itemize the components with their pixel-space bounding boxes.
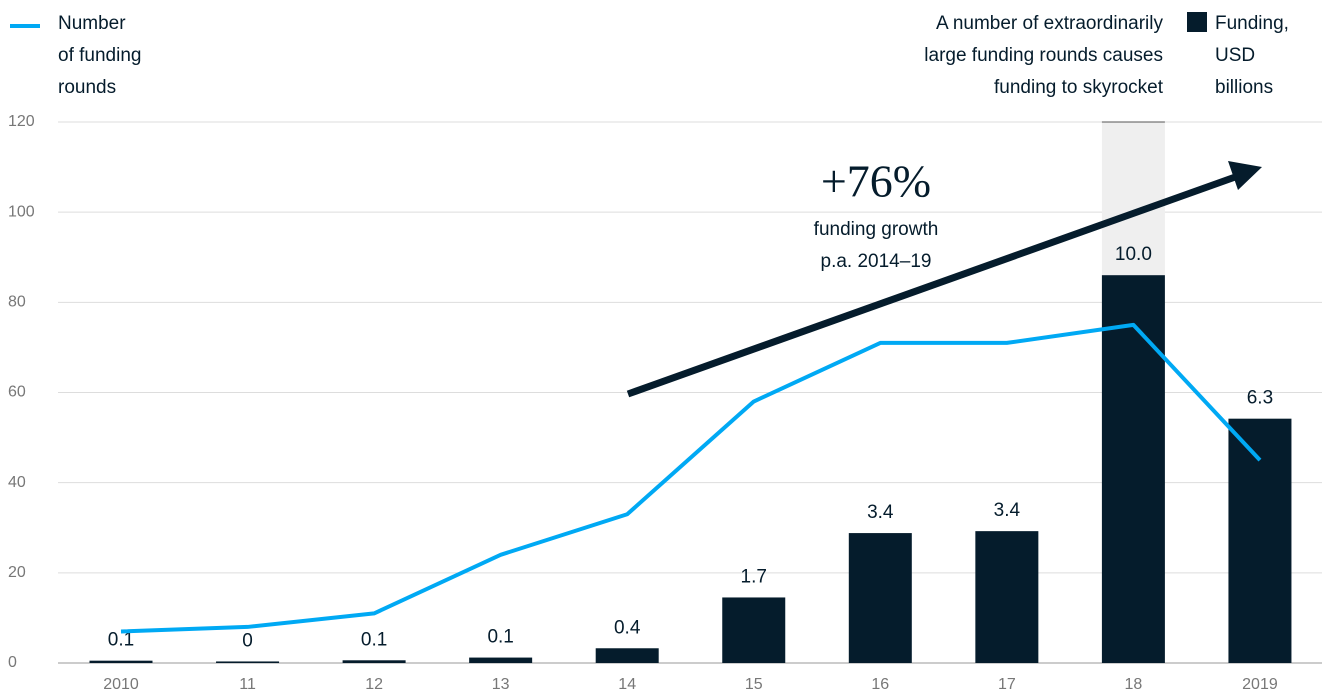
y-tick-label: 100 — [8, 203, 35, 220]
bar — [595, 648, 659, 663]
bar — [342, 660, 406, 663]
y-tick-label: 80 — [8, 294, 26, 311]
value-label: 6.3 — [1247, 388, 1273, 409]
value-label: 3.4 — [867, 502, 894, 523]
bar — [975, 531, 1039, 663]
legend-bar-swatch — [1187, 12, 1207, 32]
legend-line-label: Number of funding rounds — [58, 13, 142, 98]
bar — [1228, 418, 1292, 663]
x-tick-label: 11 — [239, 676, 256, 693]
x-tick-label: 18 — [1125, 676, 1143, 693]
value-label: 0.1 — [487, 627, 513, 648]
arrow-head — [1228, 161, 1262, 190]
x-tick-label: 13 — [492, 676, 510, 693]
x-tick-label: 17 — [998, 676, 1016, 693]
bar — [216, 661, 280, 663]
legend-bar-label: Funding, USD billions — [1215, 13, 1289, 98]
bar — [89, 660, 153, 663]
growth-arrow — [626, 172, 1240, 398]
overflow-band — [1101, 122, 1165, 276]
growth-label: +76% — [821, 156, 931, 207]
bar — [722, 597, 786, 663]
value-label: 10.0 — [1115, 244, 1152, 265]
value-label: 0.4 — [614, 617, 641, 638]
y-tick-label: 60 — [8, 384, 26, 401]
annotation: A number of extraordinarily large fundin… — [924, 13, 1163, 98]
bar — [848, 533, 912, 663]
x-tick-label: 15 — [745, 676, 763, 693]
x-tick-label: 16 — [871, 676, 889, 693]
growth-text: funding growth p.a. 2014–19 — [813, 219, 939, 272]
y-tick-label: 20 — [8, 564, 26, 581]
x-tick-label: 2010 — [103, 676, 139, 693]
y-tick-label: 0 — [8, 654, 17, 671]
value-label: 0 — [242, 630, 253, 651]
y-tick-label: 120 — [8, 113, 35, 130]
y-tick-label: 40 — [8, 474, 26, 491]
x-tick-label: 12 — [365, 676, 383, 693]
value-label: 0.1 — [361, 629, 387, 650]
x-tick-label: 2019 — [1242, 676, 1278, 693]
value-label: 3.4 — [994, 500, 1021, 521]
bar — [469, 657, 533, 663]
plot: 0 20 40 60 80 100 120 2010 11 12 13 14 15 16 17 18 2019 0… — [8, 113, 1322, 693]
value-label: 1.7 — [741, 566, 767, 587]
line-series — [120, 322, 1262, 634]
value-label: 0.1 — [108, 630, 134, 651]
bar — [1101, 275, 1165, 663]
x-tick-label: 14 — [618, 676, 636, 693]
